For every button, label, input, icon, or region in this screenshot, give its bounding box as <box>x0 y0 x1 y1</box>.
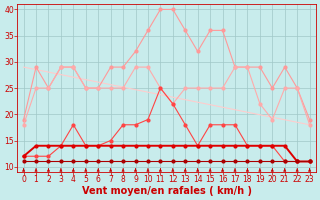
X-axis label: Vent moyen/en rafales ( km/h ): Vent moyen/en rafales ( km/h ) <box>82 186 252 196</box>
